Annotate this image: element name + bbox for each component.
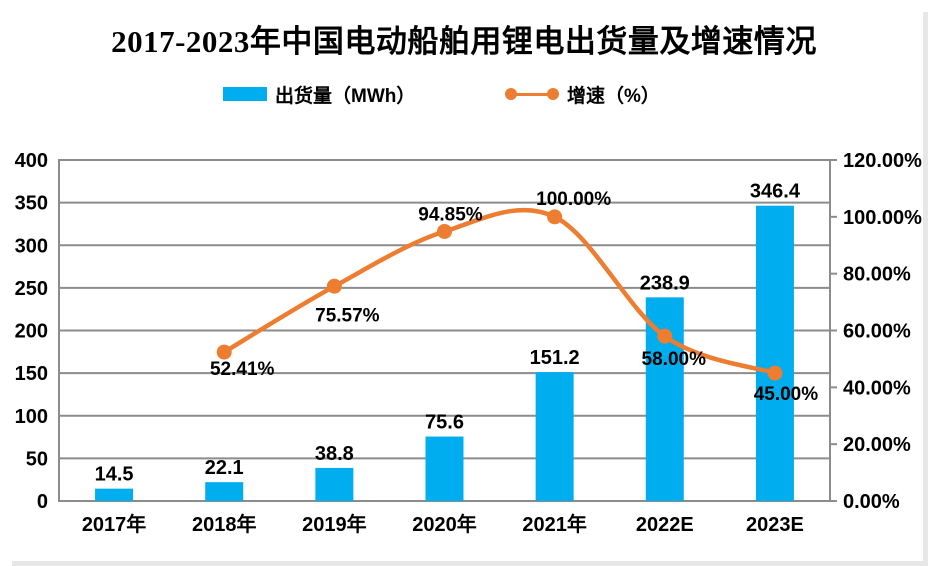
- bar-value-label: 22.1: [205, 457, 244, 479]
- chart-title: 2017-2023年中国电动船舶用锂电出货量及增速情况: [111, 24, 817, 59]
- right-axis-tick-label: 40.00%: [843, 377, 911, 399]
- growth-value-label: 94.85%: [418, 204, 483, 225]
- growth-value-label: 75.57%: [315, 305, 380, 326]
- bar-2022E: [645, 297, 684, 501]
- left-axis-tick-label: 250: [15, 278, 48, 300]
- line-swatch-marker-right: [547, 88, 559, 100]
- legend-label-growth: 增速（%）: [567, 85, 660, 107]
- growth-value-label: 45.00%: [754, 384, 819, 405]
- bar-2017年: [95, 488, 134, 501]
- growth-point-2022E: [657, 328, 673, 344]
- growth-value-label: 100.00%: [536, 189, 611, 210]
- left-axis-tick-label: 300: [15, 235, 48, 257]
- bar-2018年: [205, 482, 244, 501]
- left-axis-tick-label: 0: [37, 491, 48, 513]
- bar-2021年: [535, 372, 574, 501]
- left-axis-tick-label: 100: [15, 406, 48, 428]
- page-edge-shadow-right: [923, 12, 928, 566]
- growth-point-2018年: [216, 344, 232, 360]
- bar-value-label: 238.9: [640, 272, 690, 294]
- bar-value-label: 346.4: [750, 181, 801, 203]
- line-series-swatch-icon: [505, 87, 559, 101]
- line-swatch-marker-left: [505, 88, 517, 100]
- right-axis-tick-label: 100.00%: [843, 207, 922, 229]
- bar-value-label: 151.2: [530, 347, 580, 369]
- growth-point-2019年: [326, 278, 342, 294]
- line-swatch-segment: [509, 93, 555, 96]
- x-axis-category-label: 2020年: [412, 512, 477, 536]
- left-axis-tick-label: 400: [15, 150, 48, 172]
- right-axis-tick-label: 20.00%: [843, 434, 911, 456]
- x-axis-category-label: 2023E: [746, 514, 804, 536]
- legend-item-growth: 增速（%）: [505, 82, 660, 107]
- x-axis-category-label: 2017年: [82, 512, 147, 536]
- page-edge-shadow-bottom: [12, 561, 928, 566]
- right-axis-tick-label: 80.00%: [843, 264, 911, 286]
- bar-2019年: [315, 467, 354, 501]
- legend-label-shipment: 出货量（MWh）: [275, 85, 416, 107]
- left-axis-tick-label: 350: [15, 193, 48, 215]
- bar-value-label: 38.8: [315, 443, 354, 465]
- x-axis-category-label: 2018年: [192, 512, 257, 536]
- bar-series-swatch-icon: [223, 87, 267, 101]
- x-axis-category-label: 2021年: [522, 512, 587, 536]
- x-axis-category-label: 2022E: [636, 514, 694, 536]
- left-axis-tick-label: 200: [15, 321, 48, 343]
- left-axis-tick-label: 50: [26, 448, 48, 470]
- bar-value-label: 14.5: [95, 464, 134, 486]
- growth-value-label: 52.41%: [210, 359, 275, 380]
- right-axis-tick-label: 60.00%: [843, 321, 911, 343]
- right-axis-tick-label: 0.00%: [843, 491, 900, 513]
- x-axis-category-label: 2019年: [302, 512, 367, 536]
- growth-point-2020年: [437, 223, 452, 239]
- growth-point-2021年: [547, 209, 563, 225]
- bar-2020年: [425, 436, 464, 501]
- growth-value-label: 58.00%: [642, 349, 707, 370]
- bar-value-label: 75.6: [425, 412, 464, 434]
- bar-2023E: [755, 205, 794, 501]
- growth-point-2023E: [767, 365, 783, 381]
- left-axis-tick-label: 150: [15, 363, 48, 385]
- legend-item-shipment: 出货量（MWh）: [223, 82, 416, 107]
- right-axis-tick-label: 120.00%: [843, 150, 922, 172]
